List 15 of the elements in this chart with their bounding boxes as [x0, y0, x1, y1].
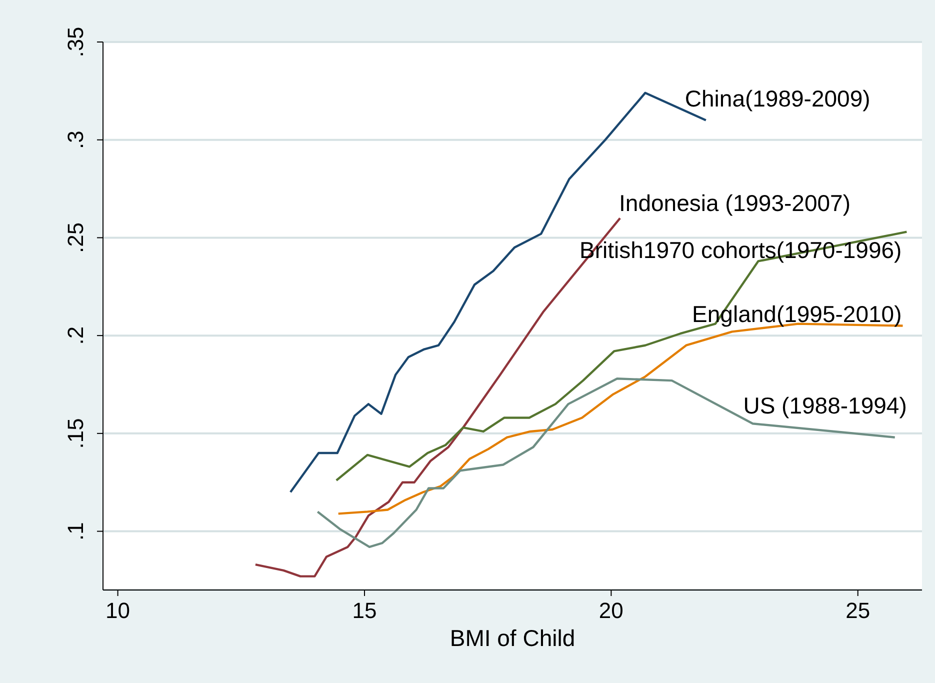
- y-tick-label: .35: [63, 26, 88, 58]
- y-tick-label: .2: [63, 326, 88, 345]
- y-tick-label: .1: [63, 522, 88, 540]
- x-tick-label: 15: [352, 598, 377, 623]
- x-tick-label: 20: [598, 598, 624, 623]
- y-tick-label: .15: [63, 418, 88, 449]
- y-tick-label: .3: [63, 130, 88, 150]
- series-label: Indonesia (1993-2007): [619, 190, 851, 216]
- series-label: China(1989-2009): [684, 85, 870, 112]
- x-tick-label: 10: [106, 598, 130, 623]
- x-tick-label: 25: [846, 598, 870, 623]
- x-axis-title: BMI of Child: [450, 625, 576, 651]
- series-label: US (1988-1994): [743, 392, 907, 418]
- line-series: [335, 230, 908, 482]
- y-tick-label: .25: [63, 222, 88, 254]
